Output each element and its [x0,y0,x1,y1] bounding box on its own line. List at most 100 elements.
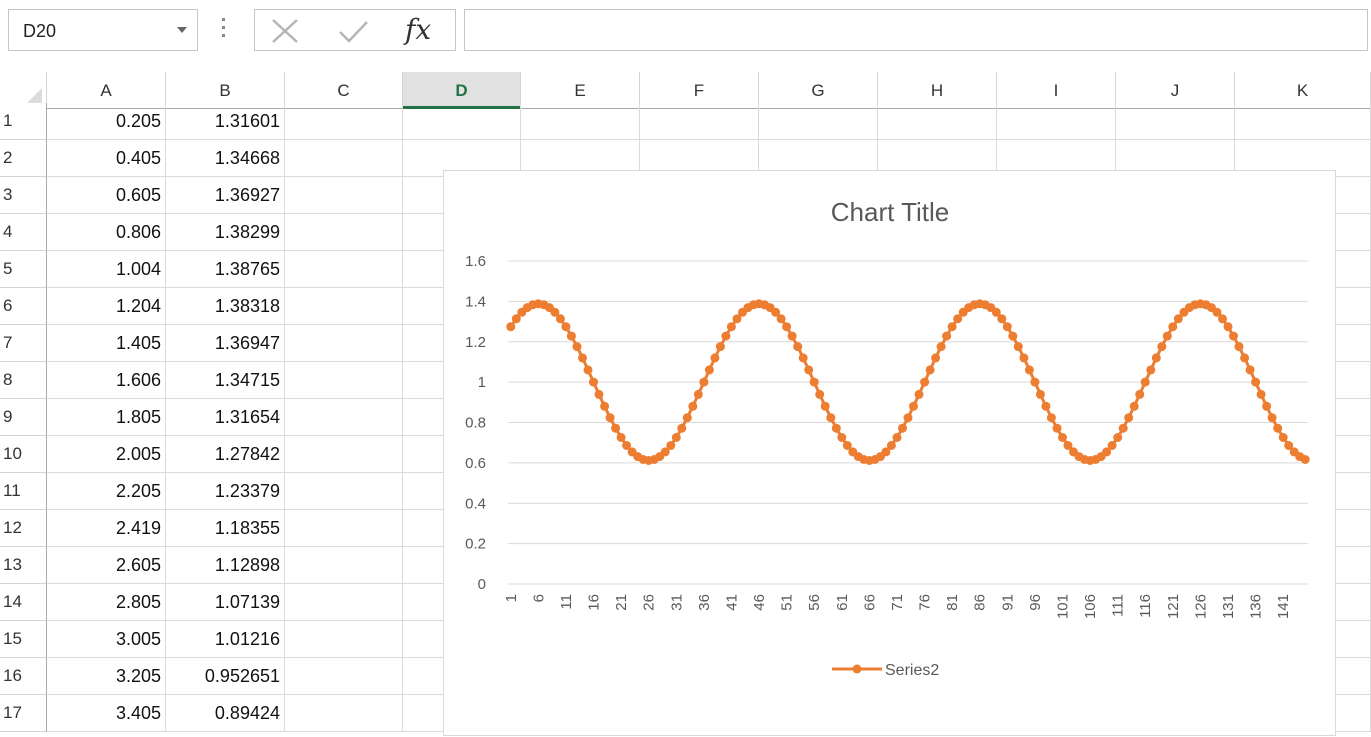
data-point[interactable] [826,413,836,423]
cancel-icon[interactable] [269,16,301,46]
data-point[interactable] [732,314,742,324]
cell-b16[interactable]: 0.952651 [166,658,285,695]
cell-a16[interactable]: 3.205 [47,658,166,695]
row-header[interactable]: 4 [0,214,47,251]
row-header[interactable]: 3 [0,177,47,214]
row-header[interactable]: 13 [0,547,47,584]
data-point[interactable] [566,331,576,341]
data-point[interactable] [1267,413,1277,423]
chart[interactable]: Chart Title 0 0.2 0.4 0.6 0.8 1 1.2 1.4 1.6 1 6 11 16… [443,170,1336,736]
data-point[interactable] [1262,401,1272,411]
chevron-down-icon[interactable] [177,27,187,33]
cell-a3[interactable]: 0.605 [47,177,166,214]
data-point[interactable] [666,441,676,450]
data-point[interactable] [1218,314,1227,324]
row-header[interactable]: 10 [0,436,47,473]
data-point[interactable] [1151,353,1161,363]
cell-c16[interactable] [285,658,403,695]
data-point[interactable] [1024,365,1034,375]
row-header[interactable]: 5 [0,251,47,288]
data-point[interactable] [1278,433,1288,442]
cell-h1[interactable] [878,103,997,140]
row-header[interactable]: 6 [0,288,47,325]
data-point[interactable] [1013,342,1023,352]
data-point[interactable] [771,307,781,317]
cell-a5[interactable]: 1.004 [47,251,166,288]
cell-b15[interactable]: 1.01216 [166,621,285,658]
data-point[interactable] [1019,353,1029,363]
data-point[interactable] [550,307,560,317]
data-point[interactable] [1102,447,1112,457]
data-point[interactable] [997,314,1007,324]
cell-b7[interactable]: 1.36947 [166,325,285,362]
cell-k1[interactable] [1235,103,1371,140]
data-point[interactable] [594,389,604,399]
data-point[interactable] [809,377,819,387]
cell-c15[interactable] [285,621,403,658]
row-header[interactable]: 12 [0,510,47,547]
cell-j1[interactable] [1116,103,1235,140]
data-point[interactable] [787,331,797,341]
data-point[interactable] [1245,365,1255,375]
cell-c8[interactable] [285,362,403,399]
data-point[interactable] [660,447,670,457]
data-point[interactable] [1284,441,1294,450]
data-point[interactable] [798,353,808,363]
data-point[interactable] [942,331,952,341]
data-point[interactable] [1052,423,1062,433]
cell-c5[interactable] [285,251,403,288]
cell-a8[interactable]: 1.606 [47,362,166,399]
cell-c14[interactable] [285,584,403,621]
data-point[interactable] [1168,322,1178,332]
data-point[interactable] [991,307,1001,317]
cell-c2[interactable] [285,140,403,177]
data-point[interactable] [1223,322,1233,332]
data-point[interactable] [682,413,692,423]
data-point[interactable] [688,401,698,411]
cell-c13[interactable] [285,547,403,584]
data-point[interactable] [605,413,615,423]
data-point[interactable] [1173,314,1183,324]
insert-function-icon[interactable]: fx [405,13,432,46]
data-point[interactable] [1240,353,1250,363]
data-point[interactable] [837,433,847,442]
data-point[interactable] [611,423,621,433]
data-point[interactable] [931,353,941,363]
cell-a9[interactable]: 1.805 [47,399,166,436]
cell-a11[interactable]: 2.205 [47,473,166,510]
cell-e1[interactable] [521,103,640,140]
data-point[interactable] [1002,322,1012,332]
data-point[interactable] [693,389,703,399]
cell-b6[interactable]: 1.38318 [166,288,285,325]
row-header[interactable]: 7 [0,325,47,362]
cell-b4[interactable]: 1.38299 [166,214,285,251]
data-point[interactable] [953,314,963,324]
data-point[interactable] [881,447,891,457]
data-point[interactable] [947,322,957,332]
data-point[interactable] [782,322,792,332]
cell-a17[interactable]: 3.405 [47,695,166,732]
cell-c3[interactable] [285,177,403,214]
cell-a1[interactable]: 0.205 [47,103,166,140]
cell-f1[interactable] [640,103,759,140]
data-point[interactable] [898,423,907,433]
cell-a15[interactable]: 3.005 [47,621,166,658]
cell-c11[interactable] [285,473,403,510]
cell-b1[interactable]: 1.31601 [166,103,285,140]
name-box[interactable]: D20 [8,9,198,51]
cell-a7[interactable]: 1.405 [47,325,166,362]
cell-a14[interactable]: 2.805 [47,584,166,621]
data-point[interactable] [561,322,571,332]
chart-title[interactable]: Chart Title [831,197,950,227]
data-point[interactable] [1058,433,1067,442]
cell-b8[interactable]: 1.34715 [166,362,285,399]
cell-b13[interactable]: 1.12898 [166,547,285,584]
data-point[interactable] [903,413,913,423]
cell-a2[interactable]: 0.405 [47,140,166,177]
cell-b10[interactable]: 1.27842 [166,436,285,473]
data-point[interactable] [1107,441,1117,450]
cell-b9[interactable]: 1.31654 [166,399,285,436]
data-point[interactable] [1212,307,1222,317]
data-point[interactable] [1140,377,1150,387]
data-point[interactable] [1256,389,1266,399]
